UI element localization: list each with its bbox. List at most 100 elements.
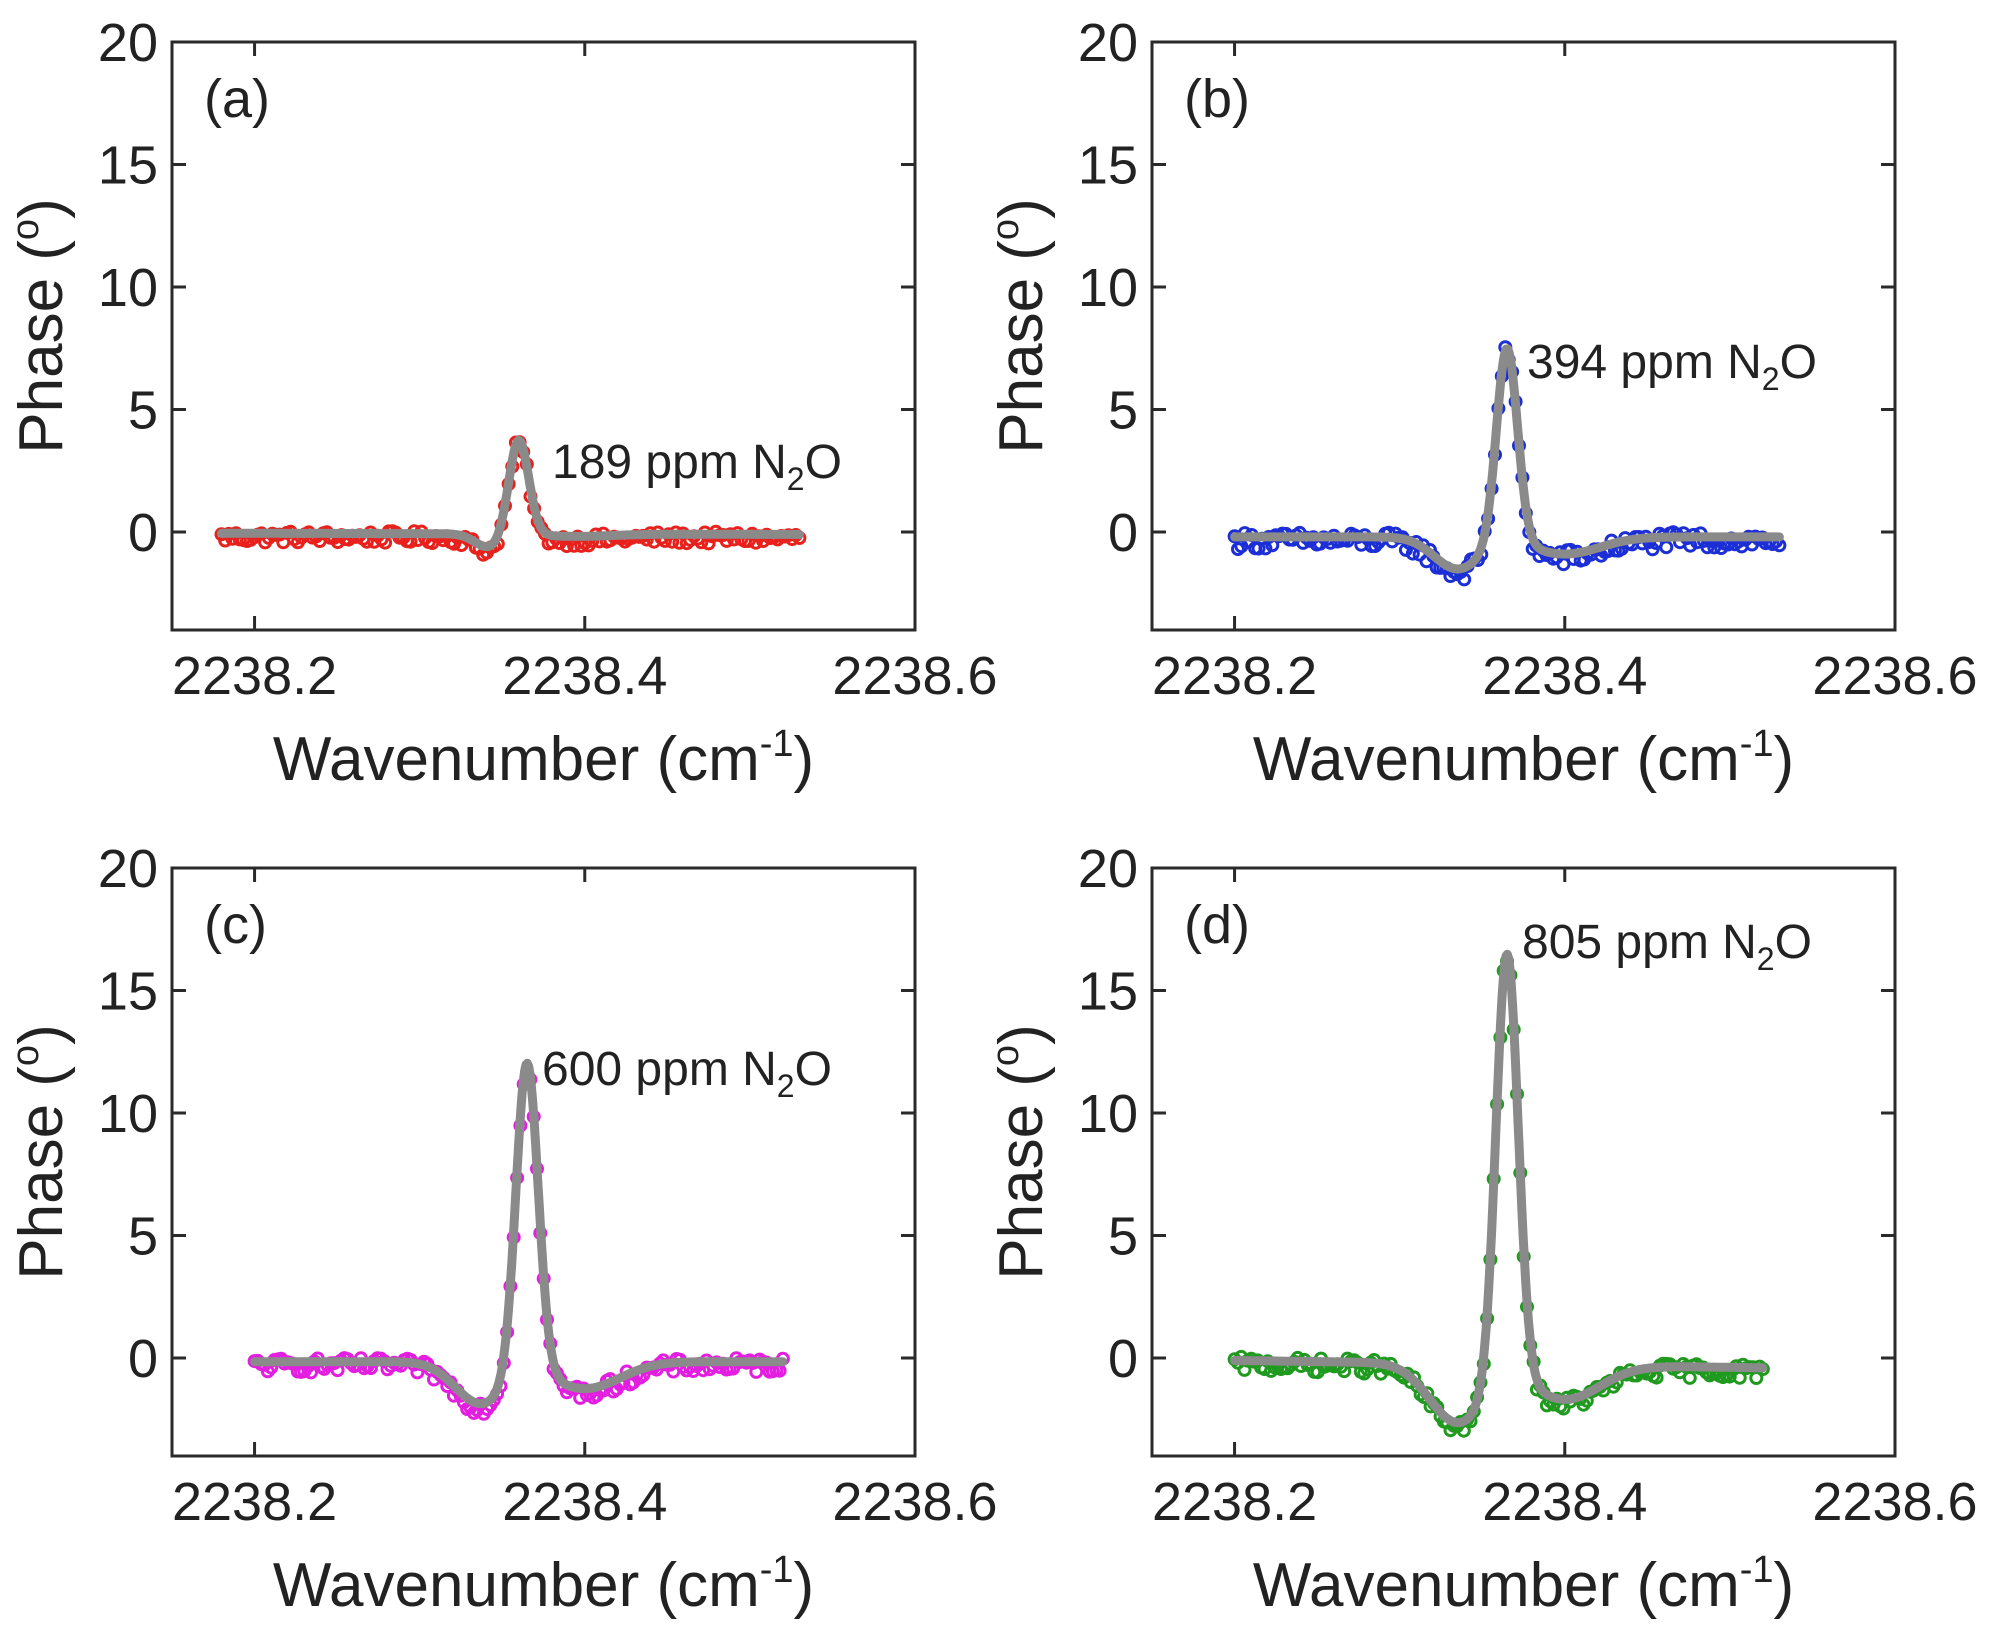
x-tick-label: 2238.6 bbox=[832, 1472, 997, 1532]
y-axis-title: Phase (o) bbox=[5, 1024, 76, 1279]
y-tick-label: 5 bbox=[128, 381, 158, 441]
y-tick-label: 10 bbox=[1078, 1084, 1138, 1144]
y-axis-title: Phase (o) bbox=[985, 198, 1056, 453]
y-tick-label: 0 bbox=[1108, 503, 1138, 563]
data-point bbox=[1457, 572, 1472, 587]
y-tick-label: 5 bbox=[1108, 381, 1138, 441]
y-tick-label: 0 bbox=[128, 503, 158, 563]
x-tick-label: 2238.2 bbox=[1152, 1472, 1317, 1532]
panel-c: 0 5 10 15 20 2238.2 2238.4 2238.6 Wavenumber (cm… bbox=[5, 839, 998, 1620]
y-axis-title-main: Phase ( bbox=[987, 240, 1056, 454]
panel-d: 0 5 10 15 20 2238.2 2238.4 2238.6 Wavenumber (cm… bbox=[985, 839, 1978, 1620]
annotation-subscript: 2 bbox=[777, 1068, 795, 1104]
y-tick-label: 15 bbox=[1078, 136, 1138, 196]
y-tick-label: 15 bbox=[98, 962, 158, 1022]
x-axis-title-close: ) bbox=[1774, 725, 1795, 794]
data-point bbox=[1682, 1370, 1697, 1385]
y-axis-title-main: Phase ( bbox=[7, 240, 76, 454]
plot-frame bbox=[170, 40, 917, 632]
x-axis-title-main: Wavenumber (cm bbox=[273, 1551, 760, 1620]
y-tick-label: 5 bbox=[1108, 1207, 1138, 1267]
y-tick-label: 0 bbox=[1108, 1329, 1138, 1389]
x-tick-label: 2238.4 bbox=[502, 646, 667, 706]
fit-line bbox=[1230, 949, 1768, 1428]
data-point bbox=[749, 1364, 764, 1379]
x-tick-label: 2238.4 bbox=[1482, 1472, 1647, 1532]
x-axis-title: Wavenumber (cm-1) bbox=[1253, 723, 1794, 794]
panel-label: (c) bbox=[204, 895, 267, 955]
data-point bbox=[1398, 542, 1413, 557]
concentration-annotation: 394 ppm N2O bbox=[1527, 336, 1817, 397]
panel-label: (a) bbox=[204, 69, 270, 129]
x-axis-title-main: Wavenumber (cm bbox=[1253, 725, 1740, 794]
fit-line bbox=[1230, 344, 1784, 574]
y-axis-title-main: Phase ( bbox=[7, 1066, 76, 1280]
y-tick-label: 15 bbox=[1078, 962, 1138, 1022]
x-axis-title-close: ) bbox=[794, 1551, 815, 1620]
x-axis-title-sup: -1 bbox=[1740, 723, 1774, 765]
annotation-subscript: 2 bbox=[1757, 941, 1775, 977]
y-tick-label: 15 bbox=[98, 136, 158, 196]
annotation-prefix: 600 ppm N bbox=[542, 1043, 777, 1096]
x-axis-title: Wavenumber (cm-1) bbox=[273, 723, 814, 794]
y-tick-label: 10 bbox=[98, 258, 158, 318]
y-tick-label: 20 bbox=[1078, 839, 1138, 899]
y-tick-label: 20 bbox=[98, 13, 158, 73]
annotation-prefix: 189 ppm N bbox=[552, 436, 787, 489]
y-tick-label: 20 bbox=[98, 839, 158, 899]
y-axis-title: Phase (o) bbox=[985, 1024, 1056, 1279]
annotation-prefix: 805 ppm N bbox=[1522, 916, 1757, 969]
annotation-subscript: 2 bbox=[787, 461, 805, 497]
panel-b: 0 5 10 15 20 2238.2 2238.4 2238.6 Wavenumber (cm… bbox=[985, 13, 1978, 794]
data-point bbox=[1732, 1370, 1747, 1385]
annotation-subscript: 2 bbox=[1762, 361, 1780, 397]
concentration-annotation: 805 ppm N2O bbox=[1522, 916, 1812, 977]
data-point bbox=[1556, 557, 1571, 572]
y-axis-title-sup: o bbox=[985, 219, 1027, 240]
plot-frame bbox=[1150, 40, 1897, 632]
x-tick-label: 2238.6 bbox=[1812, 1472, 1977, 1532]
fit-line bbox=[217, 435, 804, 552]
x-tick-label: 2238.4 bbox=[502, 1472, 667, 1532]
y-axis-title-close: ) bbox=[987, 198, 1056, 219]
y-axis-title: Phase (o) bbox=[5, 198, 76, 453]
x-axis-title-close: ) bbox=[794, 725, 815, 794]
plot-frame bbox=[1150, 866, 1897, 1458]
x-axis-title-main: Wavenumber (cm bbox=[273, 725, 760, 794]
panel-label: (b) bbox=[1184, 69, 1250, 129]
x-tick-label: 2238.2 bbox=[1152, 646, 1317, 706]
x-axis-title-close: ) bbox=[1774, 1551, 1795, 1620]
panel-a: 0 5 10 15 20 2238.2 2238.4 2238.6 Wavenumber (cm… bbox=[5, 13, 998, 794]
annotation-suffix: O bbox=[1780, 336, 1817, 389]
plot-frame bbox=[170, 866, 917, 1458]
x-axis-title-main: Wavenumber (cm bbox=[1253, 1551, 1740, 1620]
y-tick-label: 0 bbox=[128, 1329, 158, 1389]
x-axis-title: Wavenumber (cm-1) bbox=[1253, 1549, 1794, 1620]
annotation-suffix: O bbox=[805, 436, 842, 489]
fit-line bbox=[250, 1058, 788, 1409]
x-tick-label: 2238.2 bbox=[172, 1472, 337, 1532]
concentration-annotation: 189 ppm N2O bbox=[552, 436, 842, 497]
y-axis-title-main: Phase ( bbox=[987, 1066, 1056, 1280]
x-tick-label: 2238.6 bbox=[832, 646, 997, 706]
annotation-prefix: 394 ppm N bbox=[1527, 336, 1762, 389]
y-tick-label: 10 bbox=[98, 1084, 158, 1144]
y-tick-label: 5 bbox=[128, 1207, 158, 1267]
y-axis-title-sup: o bbox=[5, 219, 47, 240]
y-tick-label: 10 bbox=[1078, 258, 1138, 318]
x-axis-title-sup: -1 bbox=[760, 723, 794, 765]
data-point bbox=[1659, 540, 1674, 555]
y-axis-title-close: ) bbox=[7, 1024, 76, 1045]
x-tick-label: 2238.6 bbox=[1812, 646, 1977, 706]
y-tick-label: 20 bbox=[1078, 13, 1138, 73]
x-axis-title-sup: -1 bbox=[760, 1549, 794, 1591]
concentration-annotation: 600 ppm N2O bbox=[542, 1043, 832, 1104]
x-tick-label: 2238.2 bbox=[172, 646, 337, 706]
y-axis-title-sup: o bbox=[5, 1045, 47, 1066]
x-axis-title: Wavenumber (cm-1) bbox=[273, 1549, 814, 1620]
annotation-suffix: O bbox=[795, 1043, 832, 1096]
y-axis-title-close: ) bbox=[987, 1024, 1056, 1045]
x-axis-title-sup: -1 bbox=[1740, 1549, 1774, 1591]
y-axis-title-close: ) bbox=[7, 198, 76, 219]
